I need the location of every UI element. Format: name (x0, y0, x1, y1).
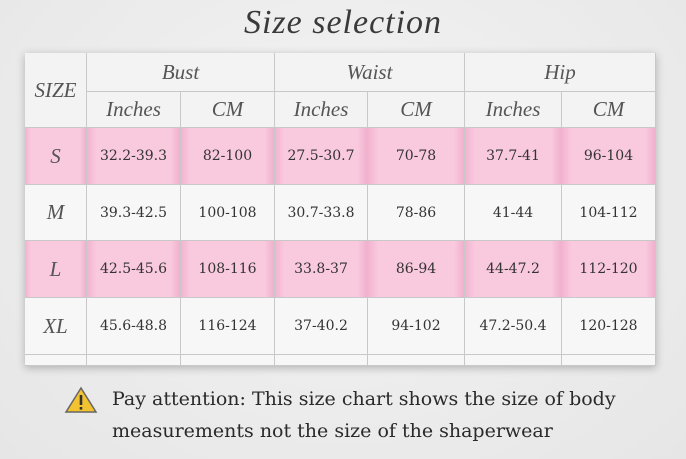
warning-icon (64, 386, 98, 413)
sub-header: Inches (465, 92, 562, 128)
size-value: 32.2-39.3 (87, 128, 181, 185)
filler-cell (275, 355, 368, 366)
size-label: L (25, 241, 87, 298)
size-value: 44-47.2 (465, 241, 562, 298)
size-label: S (25, 128, 87, 185)
filler-cell (368, 355, 465, 366)
size-label: M (25, 185, 87, 241)
size-value: 112-120 (562, 241, 656, 298)
size-value: 37-40.2 (275, 298, 368, 355)
size-label: XL (25, 298, 87, 355)
sub-header: CM (181, 92, 275, 128)
filler-cell (562, 355, 656, 366)
size-value: 82-100 (181, 128, 275, 185)
size-header: SIZE (25, 53, 87, 128)
note-line: Pay attention: This size chart shows the… (112, 388, 616, 410)
group-header: Hip (465, 53, 656, 92)
note-line: measurements not the size of the shaperw… (112, 420, 553, 442)
size-value: 108-116 (181, 241, 275, 298)
filler-cell (465, 355, 562, 366)
sub-header: Inches (87, 92, 181, 128)
group-header: Bust (87, 53, 275, 92)
size-value: 104-112 (562, 185, 656, 241)
size-value: 27.5-30.7 (275, 128, 368, 185)
size-value: 37.7-41 (465, 128, 562, 185)
sub-header: Inches (275, 92, 368, 128)
size-value: 33.8-37 (275, 241, 368, 298)
size-value: 78-86 (368, 185, 465, 241)
size-value: 70-78 (368, 128, 465, 185)
size-value: 116-124 (181, 298, 275, 355)
size-value: 45.6-48.8 (87, 298, 181, 355)
size-value: 100-108 (181, 185, 275, 241)
size-value: 30.7-33.8 (275, 185, 368, 241)
size-value: 47.2-50.4 (465, 298, 562, 355)
filler-cell (25, 355, 87, 366)
sub-header: CM (368, 92, 465, 128)
size-value: 120-128 (562, 298, 656, 355)
size-value: 41-44 (465, 185, 562, 241)
size-value: 42.5-45.6 (87, 241, 181, 298)
filler-cell (87, 355, 181, 366)
size-value: 39.3-42.5 (87, 185, 181, 241)
size-value: 96-104 (562, 128, 656, 185)
group-header: Waist (275, 53, 465, 92)
sub-header: CM (562, 92, 656, 128)
size-table: SIZE Bust Waist Hip Inches CM Inches CM Inches CM… (25, 53, 656, 366)
title: Size selection (243, 4, 443, 41)
size-value: 86-94 (368, 241, 465, 298)
filler-cell (181, 355, 275, 366)
size-value: 94-102 (368, 298, 465, 355)
